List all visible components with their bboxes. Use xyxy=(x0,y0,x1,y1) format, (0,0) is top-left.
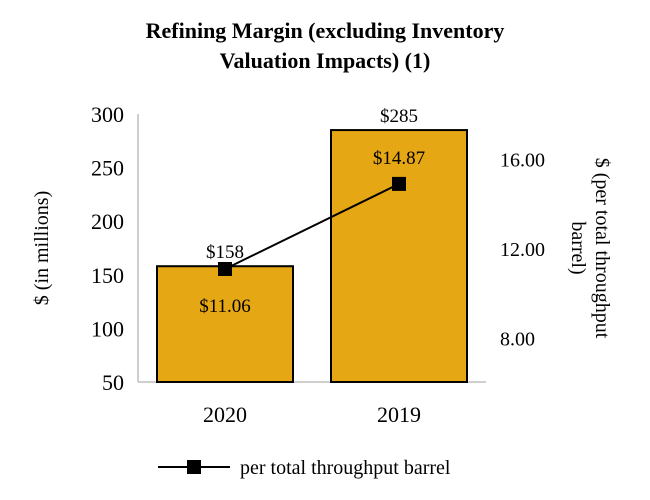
bars-group: $158 $285 xyxy=(156,106,468,383)
y-right-axis-label-line-1: $ (per total throughput xyxy=(591,158,613,339)
x-tick-label: 2020 xyxy=(203,402,247,427)
left-tick-label: 50 xyxy=(102,370,124,395)
bar-2020 xyxy=(156,265,294,383)
line-point-marker xyxy=(218,261,232,276)
bar-value-label: $158 xyxy=(206,242,244,263)
bar-2019 xyxy=(330,129,468,383)
right-ticks-group: 8.00 12.00 16.00 xyxy=(500,150,545,351)
left-ticks-group: 50 100 150 200 250 300 xyxy=(91,102,124,395)
chart-title-line-2: Valuation Impacts) (1) xyxy=(219,48,431,73)
left-tick-label: 250 xyxy=(91,156,124,181)
left-tick-label: 300 xyxy=(91,102,124,127)
right-tick-label: 12.00 xyxy=(500,239,545,261)
x-tick-label: 2019 xyxy=(377,402,421,427)
right-tick-label: 8.00 xyxy=(500,328,535,350)
right-tick-label: 16.00 xyxy=(500,150,545,172)
line-point-marker xyxy=(392,176,406,191)
left-tick-label: 150 xyxy=(91,263,124,288)
bar-value-label: $285 xyxy=(380,106,418,127)
per-barrel-line xyxy=(224,183,400,270)
legend-label: per total throughput barrel xyxy=(240,457,451,479)
line-series-group: $11.06 $14.87 xyxy=(199,148,425,317)
y-right-axis-label-line-2: barrel) xyxy=(567,221,589,274)
line-point-label: $14.87 xyxy=(373,148,425,169)
legend: per total throughput barrel xyxy=(158,457,451,479)
chart-title-line-1: Refining Margin (excluding Inventory xyxy=(145,18,505,43)
legend-square-marker-icon xyxy=(187,460,201,474)
line-point-label: $11.06 xyxy=(199,296,251,317)
left-tick-label: 100 xyxy=(91,316,124,341)
left-tick-label: 200 xyxy=(91,209,124,234)
x-ticks-group: 2020 2019 xyxy=(203,402,421,427)
y-left-axis-label: $ (in millions) xyxy=(31,191,53,305)
